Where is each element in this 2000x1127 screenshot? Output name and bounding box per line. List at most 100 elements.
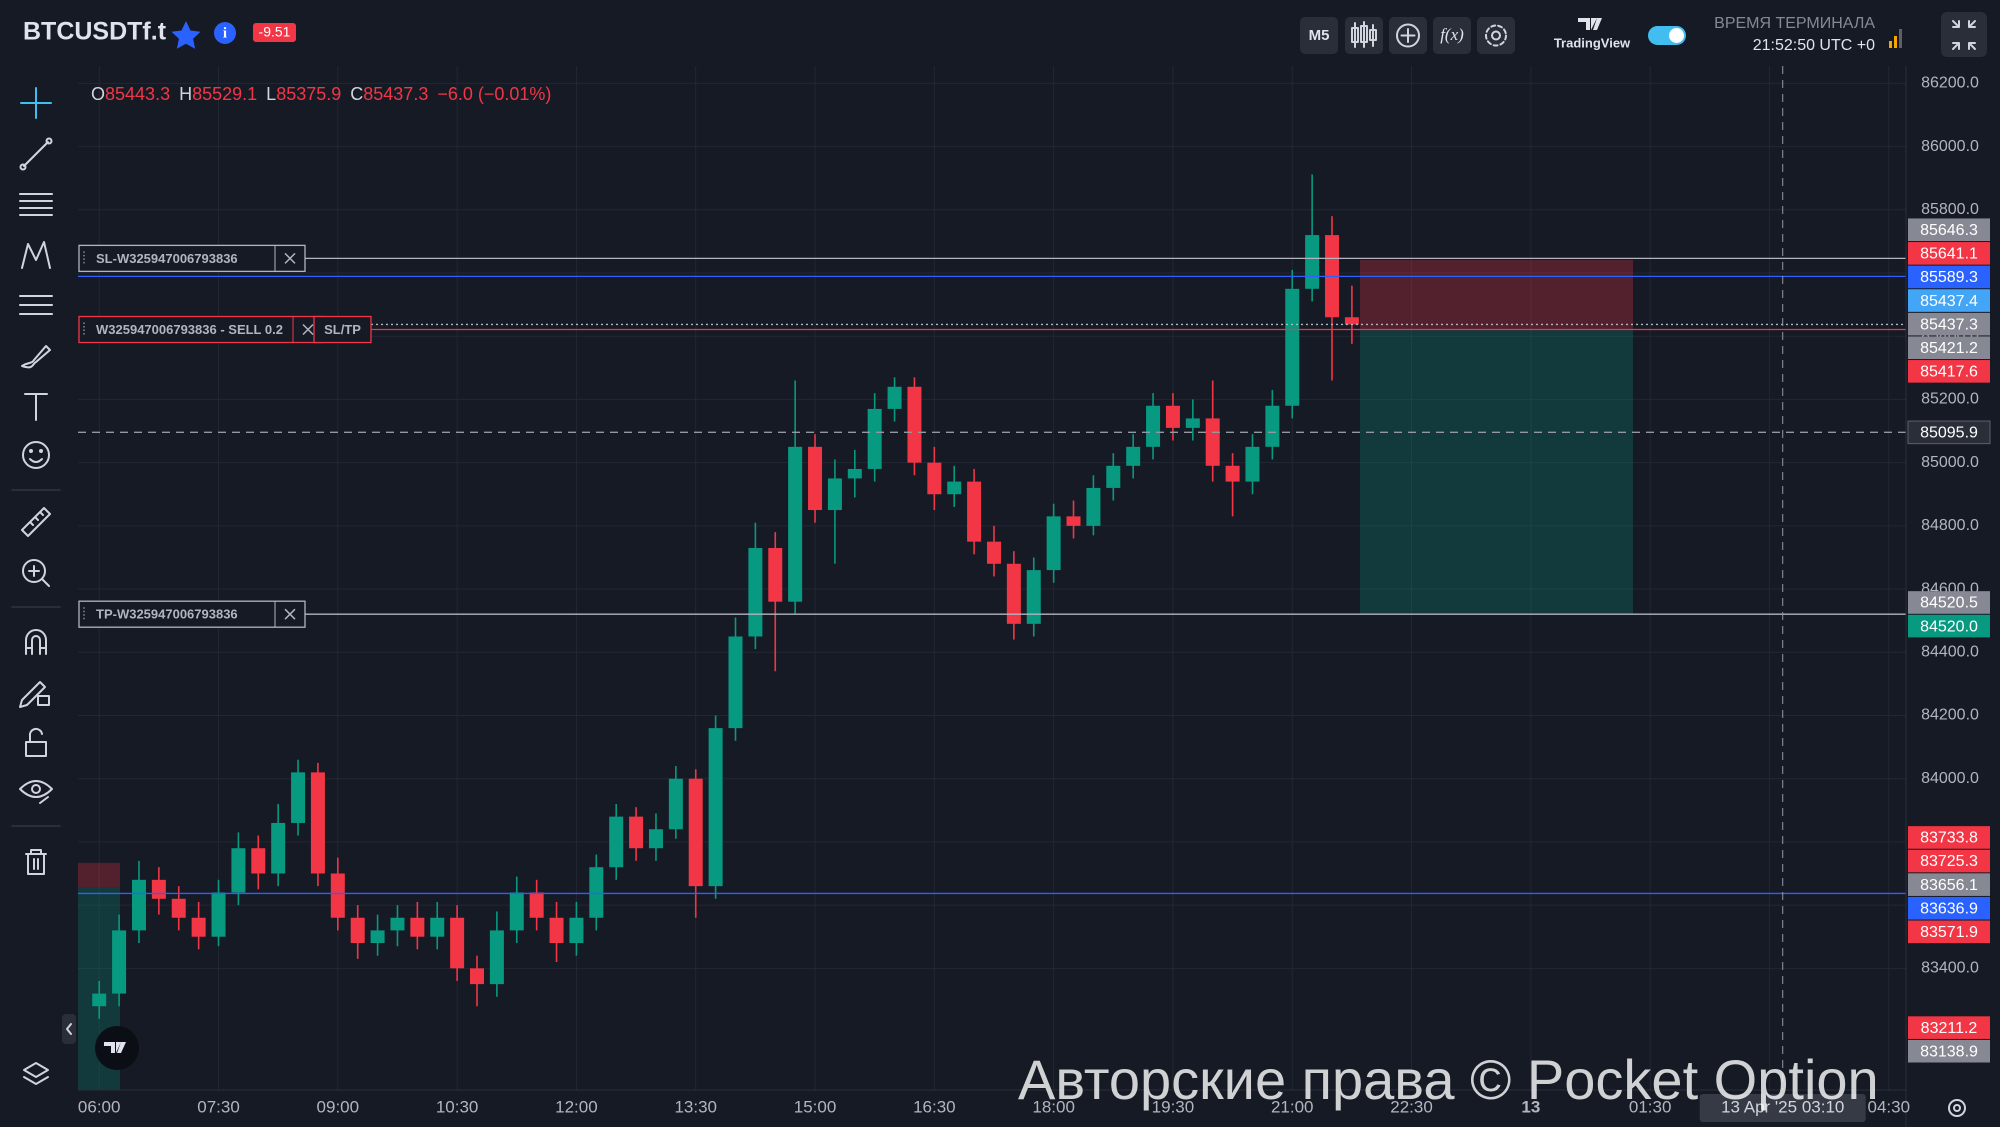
order-tag-close[interactable] — [284, 608, 296, 620]
y-tick-label: 85800.0 — [1921, 201, 1979, 218]
candle-body — [688, 778, 703, 887]
favorite-star[interactable] — [171, 21, 201, 49]
x-tick-label: 10:30 — [436, 1097, 479, 1116]
candle-body — [131, 879, 146, 931]
zoom-tool[interactable] — [22, 559, 50, 587]
price-label: 85589.3 — [1920, 269, 1978, 286]
panel-toggle-arrow — [66, 1023, 72, 1035]
candle-body — [430, 917, 445, 937]
magnet-tool[interactable] — [25, 629, 47, 655]
axes: 83400.083600.083800.084000.084200.084400… — [78, 75, 1991, 1122]
candle-body — [1026, 570, 1041, 624]
price-label-box — [1908, 591, 1990, 614]
tv-badge-logo — [104, 1042, 126, 1053]
y-tick-label: 86200.0 — [1921, 75, 1979, 92]
crosshair-tool[interactable] — [20, 87, 52, 119]
delete-tool[interactable] — [25, 849, 47, 875]
candle-body — [827, 478, 842, 511]
x-tick-label: 01:30 — [1629, 1097, 1672, 1116]
indicators-button[interactable] — [1433, 17, 1471, 54]
collapse-button[interactable] — [1941, 12, 1987, 57]
candle-body — [847, 468, 862, 479]
watermark: Авторские права © Pocket Option — [1018, 1048, 1879, 1111]
price-label-box — [1908, 826, 1990, 849]
candle-body — [191, 917, 206, 937]
order-tag-close[interactable] — [284, 252, 296, 264]
x-tick-label: 15:00 — [794, 1097, 837, 1116]
candle-body — [867, 408, 882, 469]
settings-button[interactable] — [1477, 17, 1515, 54]
panel-toggle[interactable] — [62, 1014, 76, 1044]
x-tick-label: 16:30 — [913, 1097, 956, 1116]
y-tick-label: 86000.0 — [1921, 138, 1979, 155]
ohlc-key: O — [91, 84, 105, 104]
order-tag-label: W325947006793836 - SELL 0.2 — [96, 322, 283, 337]
object-tree[interactable] — [23, 1062, 49, 1085]
order-tag-label: TP-W325947006793836 — [96, 607, 238, 622]
pattern-tool[interactable] — [21, 241, 51, 269]
visibility-tool[interactable] — [19, 780, 53, 804]
candle-body — [668, 778, 683, 830]
price-label: 83211.2 — [1921, 1020, 1978, 1037]
price-label-box — [1908, 218, 1990, 242]
price-label: 83571.9 — [1920, 924, 1978, 941]
price-label-box — [1908, 312, 1990, 336]
stop-zone — [1360, 260, 1633, 330]
forecast-tool[interactable] — [19, 295, 53, 315]
lock-drawings[interactable] — [19, 681, 50, 708]
price-label: 83733.8 — [1920, 830, 1978, 847]
candle-body — [1126, 446, 1141, 466]
order-tag-action-box[interactable] — [313, 315, 372, 344]
interval-label: M5 — [1309, 27, 1330, 44]
candle-body — [251, 848, 266, 874]
ruler-tool[interactable] — [21, 507, 51, 537]
candle-body — [291, 772, 306, 823]
price-label: 85421.2 — [1920, 340, 1978, 357]
candle-body — [589, 867, 604, 918]
trendline-tool[interactable] — [19, 137, 53, 171]
info-icon[interactable] — [214, 22, 236, 44]
price-label: 83636.9 — [1920, 900, 1978, 917]
candle-body — [927, 462, 942, 495]
tradingview-logo[interactable] — [1578, 18, 1602, 30]
y-tick-label: 84800.0 — [1921, 517, 1979, 534]
candle-body — [1185, 418, 1200, 428]
candle-body — [92, 993, 107, 1007]
candle-body — [1146, 405, 1161, 447]
brush-tool[interactable] — [21, 345, 51, 369]
x-tick-label: 13 — [1521, 1097, 1540, 1116]
candles — [92, 174, 1359, 1019]
lock-tool[interactable] — [25, 727, 47, 757]
ohlc-value: 85375.9 — [276, 84, 341, 104]
text-tool[interactable] — [24, 393, 48, 421]
candle-body — [470, 968, 485, 985]
fib-tool[interactable] — [19, 193, 53, 216]
candle-body — [211, 892, 226, 937]
order-tag-close[interactable] — [302, 323, 314, 336]
price-label-box — [1908, 1039, 1990, 1063]
price-label-box — [1908, 289, 1990, 312]
interval-button[interactable] — [1300, 17, 1338, 54]
order-tag-label: SL-W325947006793836 — [96, 251, 238, 266]
brand: TradingView — [1554, 35, 1631, 50]
order-tag-action: SL/TP — [324, 322, 361, 337]
price-label: 85641.1 — [1920, 246, 1978, 263]
ohlc-value: 85443.3 — [105, 84, 170, 104]
ohlc-key: H — [179, 84, 192, 104]
ohlc-change: −6.0 (−0.01%) — [437, 84, 551, 104]
candle-body — [1344, 317, 1359, 325]
price-label: 84520.0 — [1920, 618, 1978, 635]
time-settings-icon[interactable] — [1948, 1099, 1966, 1117]
price-label-box — [1908, 265, 1990, 289]
candle-body — [350, 917, 365, 944]
x-tick-label: 21:00 — [1271, 1097, 1314, 1116]
candle-body — [629, 816, 644, 849]
x-tick-label: 06:00 — [78, 1097, 121, 1116]
toggle-knob — [1669, 28, 1684, 43]
emoji-tool[interactable] — [22, 441, 50, 469]
candle-body — [1305, 235, 1320, 289]
symbol[interactable]: BTCUSDTf.t — [23, 18, 167, 46]
